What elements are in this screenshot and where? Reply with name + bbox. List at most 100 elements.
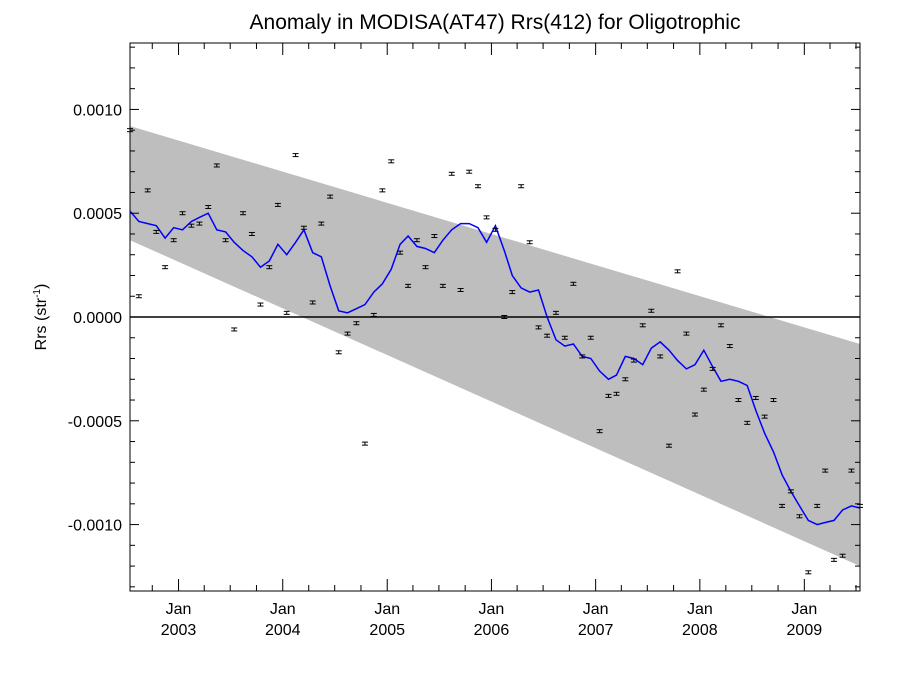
data-point [770,398,777,403]
y-axis-label-superscript: -1 [32,289,43,298]
data-point [613,391,620,396]
data-point [283,310,290,315]
data-point [570,281,577,286]
data-point [787,489,794,494]
data-point [388,159,395,164]
x-tick-label-month: Jan [166,601,192,618]
data-point [501,315,508,319]
data-point [353,321,360,326]
data-point [674,269,681,274]
data-points-layer [127,128,863,575]
y-tick-label: 0.0000 [73,310,122,327]
trend-line-layer [129,210,861,526]
uncertainty-band-layer [130,126,860,567]
data-point [700,387,707,392]
y-axis-label-text: Rrs (str [33,297,50,350]
data-point [605,393,612,398]
y-axis-label: Rrs (str-1) [32,284,50,351]
data-point [683,331,690,336]
x-tick-label-year: 2003 [161,622,197,639]
data-point [630,358,637,363]
data-point [448,171,455,176]
data-point [666,443,673,448]
data-point [648,308,655,313]
data-point [657,354,664,359]
data-point [144,188,151,193]
x-tick-label-month: Jan [687,601,713,618]
data-point [561,335,568,340]
data-point [274,202,281,207]
data-point [848,468,855,473]
data-point [327,194,334,199]
data-point [413,238,420,243]
data-point [587,335,594,340]
y-axis-label-close: ) [33,284,50,289]
data-point [422,265,429,270]
data-point [622,377,629,382]
data-point [266,265,273,270]
data-point [717,323,724,328]
y-tick-label: 0.0005 [73,206,122,223]
data-point [205,204,212,209]
data-point [170,238,177,243]
x-tick-label-year: 2009 [787,622,823,639]
x-tick-label-month: Jan [374,601,400,618]
data-point [726,344,733,349]
data-point [188,223,195,228]
data-point [179,211,186,216]
data-point [779,503,786,508]
smoothed-anomaly-line [129,210,861,526]
data-point [439,283,446,288]
x-tick-label-month: Jan [479,601,505,618]
data-point [492,227,499,232]
data-point [709,366,716,371]
data-point [405,283,412,288]
data-point [509,290,516,295]
x-tick-label-month: Jan [583,601,609,618]
uncertainty-band [130,126,860,567]
data-point [318,221,325,226]
x-tick-label-year: 2006 [474,622,510,639]
data-point [639,323,646,328]
data-point [857,503,863,508]
data-point [361,441,368,446]
data-point [457,288,464,293]
data-point [822,468,829,473]
data-point [162,265,169,270]
data-point [292,153,299,158]
data-point [596,429,603,434]
x-tick-label-month: Jan [791,601,817,618]
data-point [431,234,438,239]
data-point [552,310,559,315]
data-point [309,300,316,305]
y-tick-label: 0.0010 [73,102,122,119]
data-point [257,302,264,307]
data-point [526,240,533,245]
data-point [761,414,768,419]
data-point [231,327,238,332]
y-tick-label: -0.0005 [68,414,122,431]
data-point [222,238,229,243]
data-point [370,312,377,317]
y-tick-label: -0.0010 [68,518,122,535]
data-point [535,325,542,330]
x-tick-label-year: 2004 [265,622,301,639]
data-point [379,188,386,193]
data-point [805,570,812,575]
data-point [153,229,160,234]
data-point [579,354,586,359]
data-point [483,215,490,220]
x-tick-label-month: Jan [270,601,296,618]
data-point [691,412,698,417]
data-point [135,294,142,299]
x-tick-label-year: 2005 [369,622,405,639]
data-point [814,503,821,508]
y-axis-ticks: -0.0010 -0.0005 0.0000 0.0005 0.0010 [68,46,860,588]
x-tick-label-year: 2007 [578,622,614,639]
data-point [248,231,255,236]
data-point [397,250,404,255]
data-point [240,211,247,216]
x-tick-label-year: 2008 [682,622,718,639]
data-point [544,333,551,338]
